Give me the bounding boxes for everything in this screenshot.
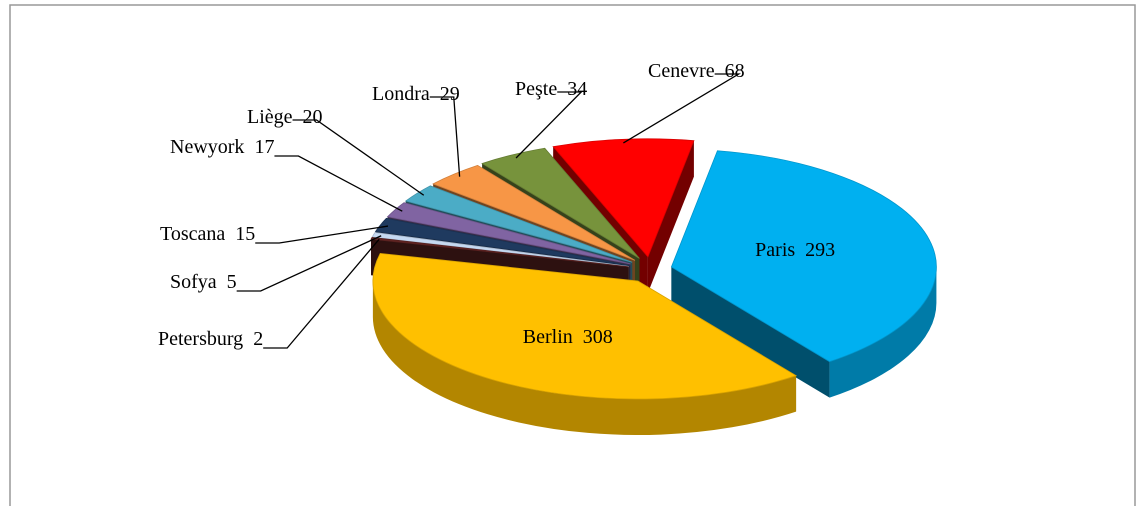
- data-label: Londra 29: [372, 83, 460, 105]
- slice: [670, 150, 937, 363]
- label-value: 308: [583, 326, 613, 348]
- slice: [386, 202, 631, 265]
- label-category: Liège: [247, 106, 293, 128]
- label-value: 20: [303, 106, 323, 128]
- labels: Paris 293 Berlin 308 Petersburg 2 Sofya 5 To…: [158, 60, 835, 350]
- label-category: Paris: [755, 239, 795, 261]
- data-label: Cenevre 68: [648, 60, 745, 82]
- data-label: Paris 293: [755, 239, 835, 261]
- leader-line: [292, 119, 425, 196]
- slice-wall: [671, 266, 830, 398]
- label-category: Londra: [372, 83, 430, 105]
- data-label: Peşte 34: [515, 78, 587, 100]
- data-label: Petersburg 2: [158, 328, 263, 350]
- leader-line: [623, 73, 741, 144]
- slice-side: [829, 266, 937, 398]
- slice: [370, 236, 629, 268]
- label-category: Petersburg: [158, 328, 243, 350]
- slice-side: [372, 281, 797, 436]
- label-category: Sofya: [170, 271, 217, 293]
- label-value: 5: [227, 271, 237, 293]
- slice-wall: [647, 140, 694, 293]
- slice: [372, 252, 798, 400]
- label-category: Toscana: [160, 223, 225, 245]
- label-value: 17: [254, 136, 274, 158]
- pie: [370, 138, 937, 436]
- leader-line: [429, 96, 461, 177]
- leader-line: [274, 155, 403, 212]
- data-label: Berlin 308: [523, 326, 613, 348]
- data-label: Toscana 15: [160, 223, 255, 245]
- label-value: 29: [440, 83, 460, 105]
- label-value: 34: [567, 78, 587, 100]
- label-value: 15: [235, 223, 255, 245]
- label-value: 293: [805, 239, 835, 261]
- label-value: 2: [253, 328, 263, 350]
- label-value: 68: [725, 60, 745, 82]
- label-category: Berlin: [523, 326, 573, 348]
- label-category: Peşte: [515, 78, 557, 100]
- label-category: Cenevre: [648, 60, 715, 82]
- slice: [432, 164, 636, 261]
- data-label: Sofya 5: [170, 271, 237, 293]
- label-category: Newyork: [170, 136, 244, 158]
- leader-line: [515, 91, 583, 159]
- slice: [481, 147, 640, 259]
- slice: [374, 217, 630, 266]
- leader-line: [255, 225, 389, 244]
- data-label: Liège 20: [247, 106, 323, 128]
- leader-line: [263, 238, 380, 349]
- leader-line: [236, 235, 382, 292]
- data-label: Newyork 17: [170, 136, 274, 158]
- slice: [552, 138, 695, 258]
- slice: [404, 185, 633, 263]
